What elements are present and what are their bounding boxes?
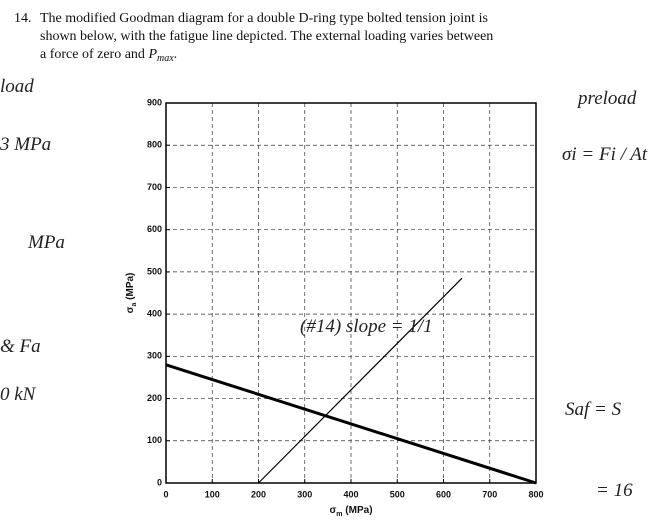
x-tick-label: 700 [482,489,497,499]
handwritten-note: load [0,76,34,97]
period: . [174,47,178,62]
problem-line: shown below, with the fatigue line depic… [40,29,493,44]
x-axis-label: σm (MPa) [329,505,372,518]
problem-number: 14. [14,11,32,26]
handwritten-note: MPa [27,232,65,253]
problem-line: a force of zero and Pmax. [40,47,177,64]
y-tick-label: 900 [147,97,162,107]
handwritten-note: 3 MPa [0,134,51,155]
handwritten-note: Saf = S [565,399,622,420]
symbol: P [147,47,157,62]
handwritten-note: & Fa [0,336,41,357]
x-tick-label: 0 [163,489,168,499]
x-label-unit: (MPa) [343,505,373,516]
subscript: max [157,53,174,64]
x-tick-label: 800 [528,489,543,499]
handwritten-note: = 16 [596,480,633,501]
y-label-sub: a [131,303,138,307]
y-tick-label: 100 [147,435,162,445]
handwritten-note: (#14) slope = 1/1 [300,316,433,337]
y-tick-label: 500 [147,266,162,276]
x-tick-label: 100 [205,489,220,499]
handwritten-note: preload [576,88,637,109]
data-line [165,363,537,485]
x-tick-label: 600 [436,489,451,499]
x-tick-label: 200 [251,489,266,499]
y-tick-label: 700 [147,182,162,192]
x-tick-label: 300 [297,489,312,499]
y-tick-label: 0 [157,477,162,487]
handwritten-note: 0 kN [0,384,37,405]
plot-frame [165,102,537,484]
y-label-symbol: σ [125,306,136,313]
x-tick-label: 500 [390,489,405,499]
x-label-sub: m [336,511,342,518]
y-tick-label: 200 [147,393,162,403]
y-axis-label: σa (MPa) [125,273,138,314]
y-label-unit: (MPa) [125,273,136,303]
problem-line: The modified Goodman diagram for a doubl… [40,11,488,26]
problem-text: a force of zero and [40,47,148,62]
y-tick-label: 300 [147,351,162,361]
x-tick-label: 400 [343,489,358,499]
data-line [258,277,463,484]
y-tick-label: 800 [147,140,162,150]
y-tick-label: 600 [147,224,162,234]
x-label-symbol: σ [329,505,336,516]
y-tick-label: 400 [147,308,162,318]
handwritten-note: σi = Fi / At = [562,144,649,165]
